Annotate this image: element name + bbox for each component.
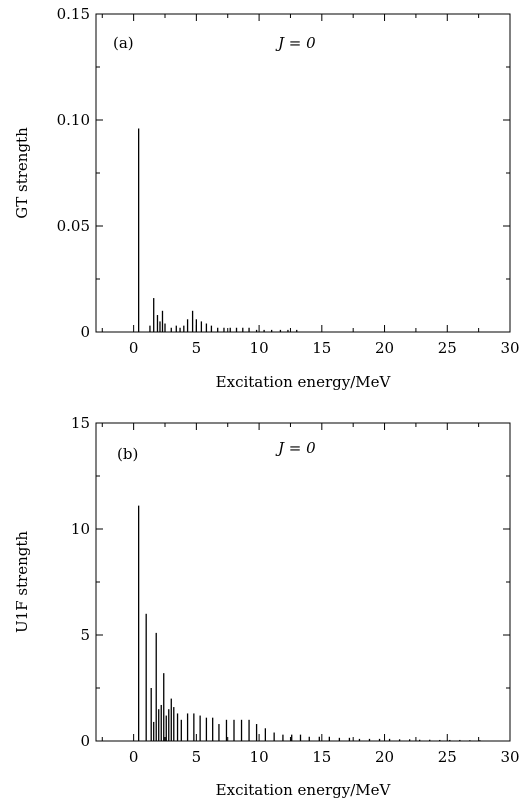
y-tick-label: 0 xyxy=(80,323,90,341)
x-tick-label: 0 xyxy=(129,748,139,766)
x-tick-label: 5 xyxy=(192,748,202,766)
x-axis-label: Excitation energy/MeV xyxy=(216,781,392,799)
bars xyxy=(138,128,298,332)
x-tick-label: 20 xyxy=(375,748,394,766)
y-tick-label: 10 xyxy=(71,520,90,538)
x-tick-label: 25 xyxy=(438,339,457,357)
x-tick-label: 25 xyxy=(438,748,457,766)
j-annotation: J = 0 xyxy=(275,34,316,52)
y-tick-label: 0.05 xyxy=(57,217,90,235)
panel-label: (a) xyxy=(113,34,134,52)
y-tick-label: 0.15 xyxy=(57,5,90,23)
panel-a: (a) J = 0 Excitation energy/MeV GT stren… xyxy=(13,5,520,391)
x-tick-label: 15 xyxy=(312,339,331,357)
plot-frame xyxy=(95,13,511,333)
x-ticks: 0 5 10 15 20 25 30 xyxy=(101,423,520,766)
y-axis-label: GT strength xyxy=(13,127,31,219)
panel-b: (b) J = 0 Excitation energy/MeV U1F stre… xyxy=(13,414,520,799)
x-ticks: 0 5 10 15 20 25 30 xyxy=(101,14,520,357)
y-ticks: 0 5 10 15 xyxy=(71,414,510,750)
bars xyxy=(138,505,481,741)
x-tick-label: 30 xyxy=(500,339,519,357)
y-tick-label: 0 xyxy=(80,732,90,750)
x-tick-label: 15 xyxy=(312,748,331,766)
j-annotation: J = 0 xyxy=(275,439,316,457)
y-axis-label: U1F strength xyxy=(13,531,31,633)
y-tick-label: 15 xyxy=(71,414,90,432)
x-axis-label: Excitation energy/MeV xyxy=(216,373,392,391)
x-tick-label: 20 xyxy=(375,339,394,357)
plot-frame xyxy=(95,422,511,742)
x-tick-label: 30 xyxy=(500,748,519,766)
panel-label: (b) xyxy=(117,445,138,463)
y-tick-label: 5 xyxy=(80,626,90,644)
y-ticks: 0 0.05 0.10 0.15 xyxy=(57,5,510,341)
x-tick-label: 5 xyxy=(192,339,202,357)
x-tick-label: 10 xyxy=(250,339,269,357)
y-tick-label: 0.10 xyxy=(57,111,90,129)
x-tick-label: 10 xyxy=(250,748,269,766)
x-tick-label: 0 xyxy=(129,339,139,357)
